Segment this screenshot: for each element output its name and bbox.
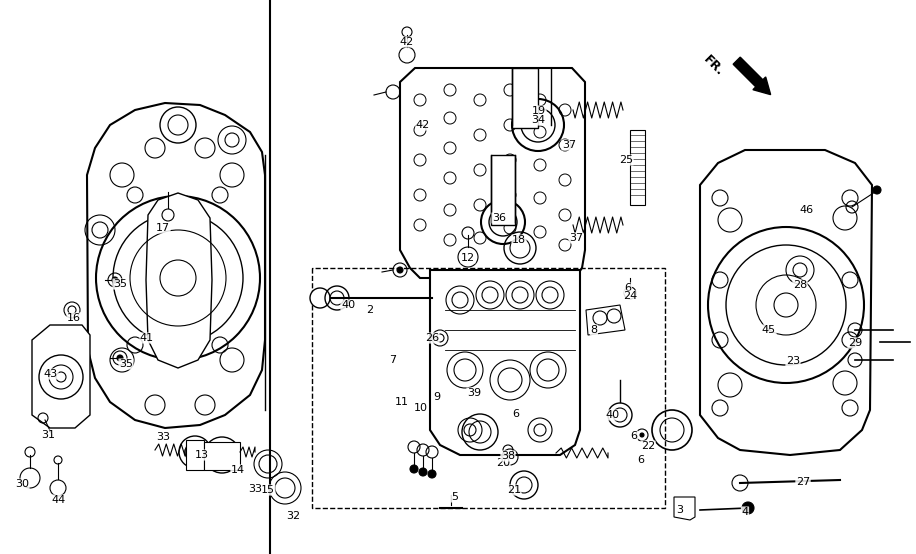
Text: 12: 12 <box>461 253 475 263</box>
Bar <box>204 442 240 470</box>
Text: 6: 6 <box>638 455 645 465</box>
Text: 31: 31 <box>41 430 55 440</box>
Text: 10: 10 <box>414 403 428 413</box>
Circle shape <box>640 433 644 437</box>
Bar <box>630 130 645 205</box>
Circle shape <box>742 502 754 514</box>
Text: 39: 39 <box>467 388 481 398</box>
Text: 14: 14 <box>231 465 245 475</box>
Text: 33: 33 <box>156 432 170 442</box>
Text: 3: 3 <box>677 505 683 515</box>
Text: 33: 33 <box>248 484 262 494</box>
Text: 23: 23 <box>786 356 800 366</box>
Text: 5: 5 <box>452 492 459 502</box>
Text: 25: 25 <box>619 155 633 165</box>
Text: 36: 36 <box>492 213 506 223</box>
Circle shape <box>428 470 436 478</box>
Circle shape <box>397 267 403 273</box>
Text: 26: 26 <box>425 333 439 343</box>
Text: 20: 20 <box>496 458 510 468</box>
Text: 15: 15 <box>261 485 275 495</box>
Text: 19: 19 <box>532 106 546 116</box>
Polygon shape <box>586 305 625 335</box>
Text: 9: 9 <box>433 392 441 402</box>
Text: 42: 42 <box>400 37 414 47</box>
Text: 6: 6 <box>512 409 519 419</box>
Text: 11: 11 <box>395 397 409 407</box>
Circle shape <box>419 468 427 476</box>
Circle shape <box>162 209 174 221</box>
Circle shape <box>117 355 123 361</box>
Text: 2: 2 <box>366 305 374 315</box>
Text: 40: 40 <box>606 410 620 420</box>
Text: 43: 43 <box>44 369 58 379</box>
Text: 27: 27 <box>796 477 810 487</box>
Text: 35: 35 <box>113 279 127 289</box>
Text: 34: 34 <box>531 115 545 125</box>
Circle shape <box>410 465 418 473</box>
FancyArrow shape <box>733 57 770 95</box>
Text: 40: 40 <box>341 300 355 310</box>
Text: 38: 38 <box>501 451 515 461</box>
Polygon shape <box>674 497 695 520</box>
Bar <box>186 440 204 470</box>
Text: 21: 21 <box>507 485 521 495</box>
Polygon shape <box>32 325 90 428</box>
Polygon shape <box>700 150 872 455</box>
Text: 6: 6 <box>630 431 638 441</box>
Text: 18: 18 <box>512 235 526 245</box>
Bar <box>512 68 538 128</box>
Circle shape <box>873 186 881 194</box>
Text: 46: 46 <box>800 205 814 215</box>
Text: FR.: FR. <box>701 53 726 79</box>
Text: 45: 45 <box>762 325 776 335</box>
Circle shape <box>310 288 330 308</box>
Text: 28: 28 <box>793 280 807 290</box>
Text: 35: 35 <box>119 359 133 369</box>
Bar <box>491 155 515 225</box>
Text: 37: 37 <box>562 140 576 150</box>
Text: 13: 13 <box>195 450 209 460</box>
Text: 4: 4 <box>741 507 748 517</box>
Polygon shape <box>146 193 212 368</box>
Text: 42: 42 <box>416 120 431 130</box>
Text: 32: 32 <box>286 511 300 521</box>
Text: 37: 37 <box>569 233 583 243</box>
Text: 7: 7 <box>389 355 397 365</box>
Text: 29: 29 <box>848 338 862 348</box>
Text: 22: 22 <box>641 441 655 451</box>
Text: 30: 30 <box>15 479 29 489</box>
Polygon shape <box>87 103 265 428</box>
Text: 6: 6 <box>625 283 631 293</box>
Polygon shape <box>430 270 580 455</box>
Text: 44: 44 <box>52 495 66 505</box>
Text: 16: 16 <box>67 313 81 323</box>
Text: 8: 8 <box>591 325 597 335</box>
Polygon shape <box>400 68 585 278</box>
Circle shape <box>112 277 118 283</box>
Text: 24: 24 <box>623 291 638 301</box>
Text: 41: 41 <box>140 333 154 343</box>
Text: 17: 17 <box>156 223 170 233</box>
